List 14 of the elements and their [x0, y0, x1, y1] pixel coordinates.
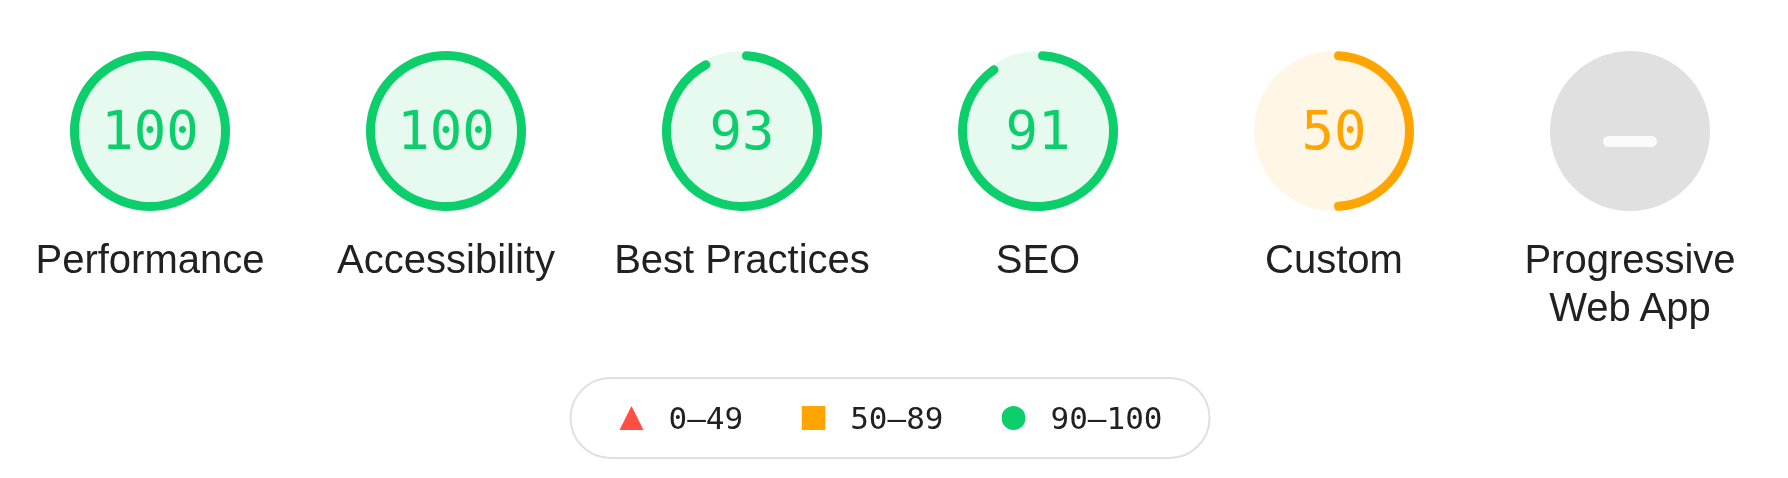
- category-label: SEO: [995, 237, 1081, 281]
- category-label: Accessibility: [337, 237, 555, 281]
- category-label: Best Practices: [614, 237, 870, 281]
- data-label: 100: [396, 98, 496, 164]
- legend-label: 50–89: [850, 400, 944, 436]
- data-label: 93: [708, 98, 776, 164]
- data-label: 100: [100, 98, 200, 164]
- data-label: 50: [1300, 98, 1368, 164]
- category-label: Performance: [35, 237, 265, 281]
- category-label: Custom: [1265, 237, 1403, 281]
- legend-label: 0–49: [668, 400, 744, 436]
- category-label: Progressive Web App: [1524, 237, 1736, 329]
- legend-label: 90–100: [1050, 400, 1163, 436]
- data-label: 91: [1004, 98, 1072, 164]
